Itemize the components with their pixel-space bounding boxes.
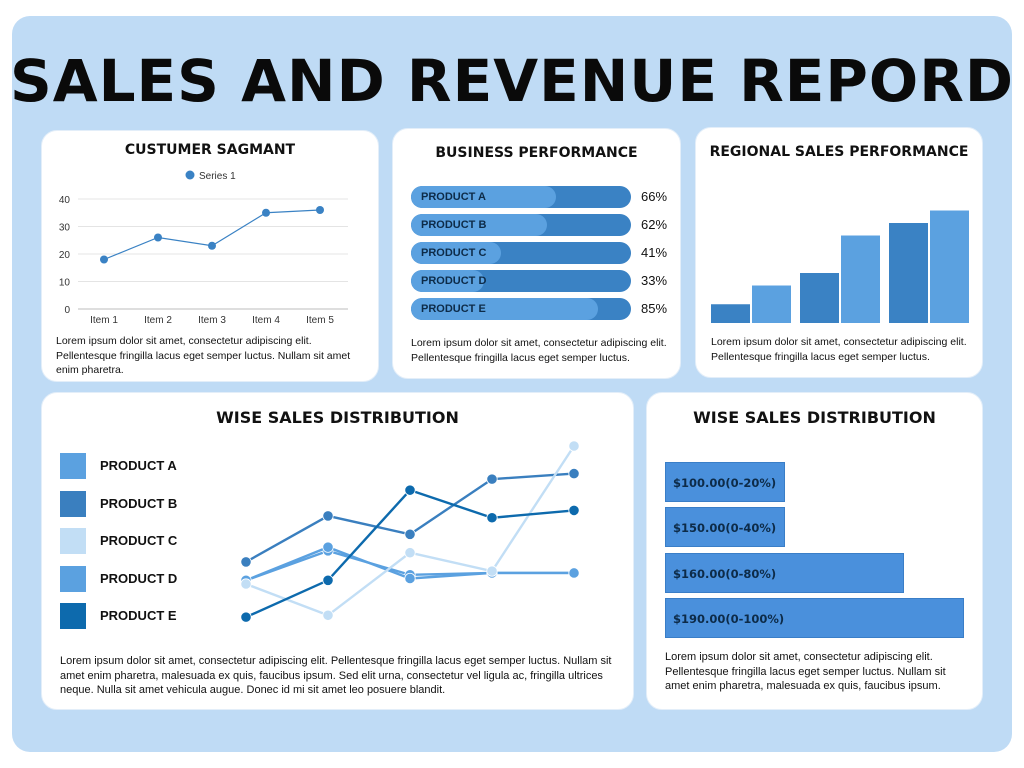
- wise-sales-lines-text: Lorem ipsum dolor sit amet, consectetur …: [60, 655, 612, 696]
- range-bar: $100.00(0-20%): [665, 462, 785, 502]
- customer-segment-chart: 0 10 20 30 40 Item 1 Item 2 Item 3 Item 4 Item 5 S…: [59, 170, 348, 326]
- performance-bar-label: PRODUCT A: [421, 191, 486, 203]
- data-point: [240, 611, 252, 623]
- legend-swatch: [60, 490, 86, 517]
- performance-value-label: 62%: [641, 217, 668, 232]
- performance-bar: PRODUCT D: [411, 270, 631, 292]
- performance-value-label: 85%: [641, 301, 668, 316]
- data-point: [240, 578, 252, 590]
- regional-sales-title: REGIONAL SALES PERFORMANCE: [709, 144, 969, 160]
- regional-bar: [889, 223, 928, 323]
- data-point: [568, 440, 580, 452]
- data-point: [100, 255, 108, 264]
- data-point: [154, 233, 162, 242]
- data-point: [486, 473, 498, 485]
- x-tick-label: Item 1: [90, 315, 118, 326]
- data-point: [568, 467, 580, 480]
- wise-sales-line-chart: [240, 440, 580, 623]
- y-tick-label: 0: [64, 305, 70, 316]
- y-tick-label: 20: [59, 250, 71, 261]
- data-point: [322, 541, 334, 553]
- range-bar: $160.00(0-80%): [665, 553, 905, 593]
- business-performance-card: BUSINESS PERFORMANCE PRODUCT A 66% PRODUCT…: [392, 128, 681, 379]
- data-point: [404, 484, 416, 496]
- range-bar-label: $100.00(0-20%): [673, 476, 777, 490]
- performance-bar-label: PRODUCT E: [421, 303, 486, 315]
- performance-value-label: 41%: [641, 245, 668, 260]
- data-point: [568, 567, 580, 579]
- performance-bar: PRODUCT B: [411, 214, 631, 236]
- performance-bar-fill: [411, 242, 502, 264]
- performance-bar-fill: [411, 298, 598, 320]
- data-point: [568, 504, 580, 517]
- y-tick-label: 40: [59, 195, 71, 206]
- y-tick-label: 30: [59, 223, 71, 234]
- performance-bar-fill: [411, 270, 484, 292]
- performance-value-label: 33%: [641, 273, 668, 288]
- range-bar: $190.00(0-100%): [665, 598, 964, 638]
- regional-bar: [800, 273, 839, 323]
- wise-sales-ranges-card: WISE SALES DISTRIBUTION $100.00(0-20%) $1…: [646, 392, 983, 710]
- range-bar-label: $190.00(0-100%): [673, 612, 785, 626]
- legend-swatch: [60, 453, 86, 479]
- range-bar-label: $150.00(0-40%): [673, 521, 777, 535]
- legend-marker: [185, 170, 195, 180]
- performance-bar-fill: [411, 214, 548, 236]
- range-bar: $150.00(0-40%): [665, 507, 785, 547]
- performance-bar-label: PRODUCT D: [421, 275, 487, 287]
- customer-segment-text: Lorem ipsum dolor sit amet, consectetur …: [56, 335, 351, 376]
- regional-bar: [930, 210, 969, 323]
- range-bar-label: $160.00(0-80%): [673, 567, 777, 581]
- wise-sales-ranges-text: Lorem ipsum dolor sit amet, consectetur …: [665, 651, 946, 692]
- data-point: [316, 206, 324, 214]
- performance-bar-label: PRODUCT C: [421, 247, 487, 259]
- data-point: [322, 609, 334, 621]
- legend-label: PRODUCT A: [100, 458, 177, 473]
- legend-label: PRODUCT B: [100, 495, 178, 511]
- performance-bar: PRODUCT A: [411, 186, 631, 208]
- legend-swatch: [60, 603, 86, 629]
- legend-label: PRODUCT D: [100, 570, 178, 586]
- business-performance-text: Lorem ipsum dolor sit amet, consectetur …: [411, 337, 667, 364]
- x-tick-label: Item 3: [198, 315, 226, 326]
- customer-segment-title: CUSTUMER SAGMANT: [124, 142, 296, 158]
- wise-sales-ranges-title: WISE SALES DISTRIBUTION: [693, 408, 936, 427]
- performance-bar-fill: [411, 186, 557, 208]
- regional-bar: [841, 235, 880, 323]
- performance-bar-label: PRODUCT B: [421, 219, 487, 231]
- customer-segment-card: CUSTUMER SAGMANT 0 10 20 30 40 Item 1 Item 2 It…: [41, 130, 379, 382]
- legend-label: Series 1: [199, 171, 236, 182]
- y-tick-label: 10: [59, 278, 71, 289]
- report-title: SALES AND REVENUE REPORD: [9, 47, 1015, 115]
- data-point: [404, 528, 416, 540]
- wise-sales-lines-card: WISE SALES DISTRIBUTION PRODUCT A PRODUCT…: [41, 392, 634, 710]
- data-point: [262, 208, 270, 217]
- regional-bar: [752, 285, 791, 323]
- wise-sales-lines-title: WISE SALES DISTRIBUTION: [216, 408, 459, 427]
- x-tick-label: Item 2: [144, 315, 172, 326]
- x-tick-label: Item 4: [252, 315, 280, 326]
- performance-bar: PRODUCT E: [411, 298, 631, 320]
- data-point: [486, 512, 498, 524]
- data-point: [322, 574, 334, 586]
- series-line: [103, 209, 321, 261]
- legend-label: PRODUCT C: [100, 533, 178, 548]
- data-point: [208, 241, 216, 250]
- performance-bar: PRODUCT C: [411, 242, 631, 264]
- data-point: [404, 572, 416, 585]
- regional-sales-chart: [711, 210, 969, 323]
- legend-swatch: [60, 528, 86, 554]
- regional-sales-card: REGIONAL SALES PERFORMANCE Lorem ipsum d…: [695, 127, 983, 378]
- data-point: [404, 547, 416, 559]
- legend-swatch: [60, 565, 86, 592]
- legend-label: PRODUCT E: [100, 608, 177, 623]
- data-point: [240, 556, 252, 568]
- data-point: [322, 510, 334, 522]
- data-point: [486, 565, 498, 577]
- business-performance-title: BUSINESS PERFORMANCE: [435, 145, 638, 161]
- performance-value-label: 66%: [641, 189, 668, 204]
- regional-sales-text: Lorem ipsum dolor sit amet, consectetur …: [711, 336, 967, 363]
- x-tick-label: Item 5: [306, 315, 334, 326]
- regional-bar: [711, 304, 750, 323]
